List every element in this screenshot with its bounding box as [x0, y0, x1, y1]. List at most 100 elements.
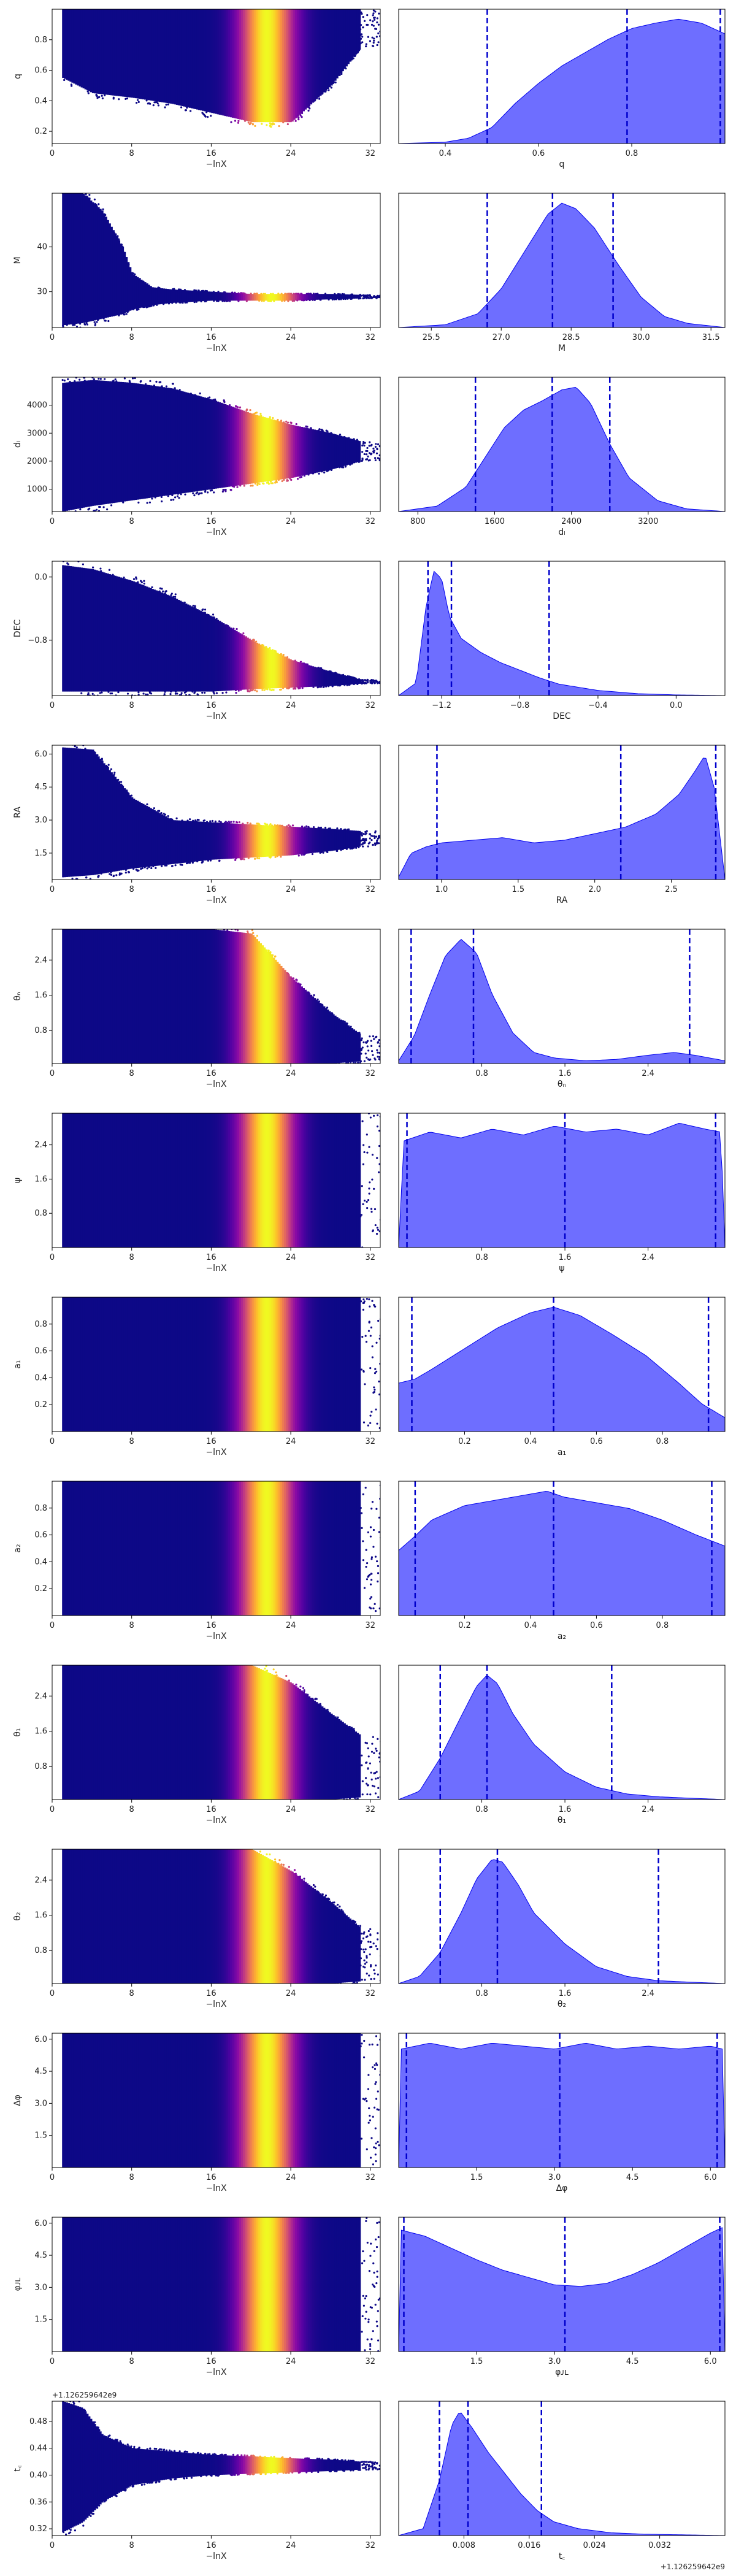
- scatter-point: [77, 1108, 79, 1110]
- scatter-point: [344, 829, 347, 831]
- scatter-point: [276, 1294, 278, 1295]
- scatter-point-strip: [356, 678, 359, 684]
- scatter-point: [370, 1040, 372, 1042]
- scatter-point: [93, 321, 96, 323]
- scatter-point: [113, 927, 115, 929]
- scatter-point: [143, 582, 145, 585]
- scatter-point-strip: [301, 827, 303, 854]
- scatter-point-strip: [328, 829, 331, 851]
- scatter-point-strip: [269, 9, 272, 123]
- scatter-point: [377, 1565, 380, 1568]
- scatter-point: [316, 999, 319, 1001]
- scatter-point-strip: [261, 1481, 264, 1616]
- scatter-point-strip: [144, 1113, 147, 1248]
- scatter-point: [383, 446, 385, 448]
- scatter-point-strip: [269, 294, 272, 301]
- scatter-point: [75, 329, 77, 331]
- scatter-point: [340, 1019, 343, 1022]
- scatter-point: [364, 442, 366, 444]
- scatter-point-strip: [263, 646, 266, 689]
- scatter-point: [159, 381, 162, 383]
- scatter-point-strip: [265, 825, 268, 857]
- scatter-point-strip: [228, 626, 231, 691]
- scatter-point-strip: [291, 1481, 294, 1616]
- scatter-point-strip: [129, 1665, 132, 1800]
- scatter-theta_N-frame: [52, 929, 381, 1064]
- scatter-point: [288, 1800, 289, 1802]
- scatter-point-strip: [186, 929, 190, 1064]
- scatter-point: [267, 949, 270, 952]
- scatter-point-strip: [192, 1849, 195, 1984]
- scatter-point: [370, 1045, 373, 1047]
- scatter-point-strip: [222, 930, 225, 1064]
- scatter-point-strip: [217, 930, 220, 1064]
- scatter-point: [207, 924, 209, 926]
- scatter-point-strip: [118, 781, 121, 871]
- kde-theta_1-xtick-label: 0.8: [475, 1805, 488, 1814]
- scatter-point: [269, 1108, 271, 1110]
- scatter-point-strip: [340, 1297, 342, 1432]
- scatter-point: [115, 924, 117, 926]
- scatter-point: [369, 1526, 372, 1528]
- scatter-point-strip: [347, 1481, 350, 1616]
- scatter-point: [227, 1474, 229, 1476]
- scatter-point: [201, 1436, 203, 1438]
- scatter-point: [318, 1000, 320, 1003]
- scatter-point: [120, 781, 123, 783]
- scatter-point: [88, 1619, 90, 1621]
- scatter-point-strip: [280, 1481, 283, 1616]
- scatter-point: [66, 1475, 68, 1477]
- scatter-point: [343, 1295, 345, 1297]
- scatter-point: [366, 447, 369, 450]
- scatter-point: [367, 1058, 370, 1060]
- scatter-point-strip: [163, 387, 165, 496]
- scatter-point-strip: [123, 788, 126, 870]
- scatter-point: [79, 323, 82, 325]
- scatter-point: [285, 1800, 287, 1802]
- scatter-point-strip: [355, 1923, 358, 1982]
- scatter-point: [149, 380, 151, 382]
- scatter-point: [155, 380, 158, 383]
- scatter-point: [212, 1249, 214, 1251]
- scatter-point-strip: [192, 821, 195, 862]
- scatter-point: [361, 12, 363, 15]
- scatter-point: [360, 679, 362, 681]
- scatter-point-strip: [237, 824, 240, 859]
- scatter-point: [172, 1621, 174, 1623]
- scatter-point-strip: [164, 288, 167, 304]
- scatter-point-strip: [338, 1908, 340, 1984]
- scatter-point: [383, 1339, 385, 1341]
- scatter-point: [218, 1662, 220, 1663]
- scatter-point-strip: [71, 193, 74, 324]
- scatter-point: [72, 922, 74, 924]
- scatter-q-ylabel: q: [13, 74, 23, 79]
- kde-a_1-xtick-label: 0.6: [590, 1437, 603, 1446]
- scatter-theta_1-xtick-label: 32: [366, 1805, 376, 1814]
- scatter-point: [349, 847, 351, 850]
- scatter-point: [307, 293, 309, 295]
- scatter-point-strip: [315, 1297, 318, 1432]
- scatter-point-strip: [161, 386, 163, 497]
- scatter-point: [119, 1659, 121, 1661]
- scatter-point-strip: [265, 1671, 268, 1800]
- scatter-point-strip: [62, 383, 64, 512]
- scatter-point: [66, 512, 68, 513]
- scatter-point-strip: [93, 929, 96, 1064]
- scatter-point-strip: [138, 929, 141, 1064]
- scatter-point: [93, 751, 96, 753]
- scatter-point: [263, 1065, 265, 1067]
- scatter-point: [216, 300, 218, 302]
- scatter-point: [369, 681, 372, 684]
- scatter-point: [383, 1597, 385, 1599]
- scatter-point: [186, 1437, 188, 1439]
- scatter-point-strip: [250, 933, 253, 1064]
- scatter-point-strip: [127, 1665, 130, 1800]
- scatter-point: [374, 843, 377, 846]
- scatter-point-strip: [125, 1849, 128, 1984]
- scatter-point-strip: [69, 566, 72, 692]
- scatter-point: [148, 102, 150, 104]
- scatter-point: [294, 120, 297, 122]
- scatter-point-strip: [256, 415, 258, 483]
- scatter-point: [310, 1251, 312, 1253]
